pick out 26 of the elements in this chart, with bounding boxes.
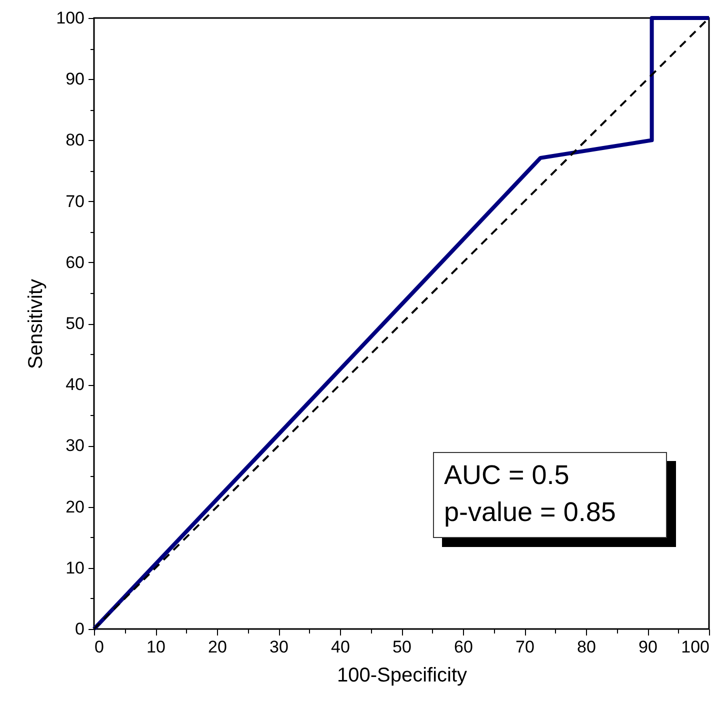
- x-tick-label: 70: [516, 638, 534, 656]
- y-tick-label: 90: [66, 70, 84, 89]
- y-tick-label: 50: [66, 314, 84, 333]
- x-tick-label: 30: [270, 638, 288, 656]
- y-tick-label: 20: [66, 497, 84, 516]
- x-tick-label: 20: [208, 638, 227, 656]
- x-tick-label: 100: [681, 638, 710, 656]
- x-tick-label: 60: [454, 638, 473, 656]
- x-axis-title: 100-Specificity: [336, 664, 468, 686]
- y-tick-label: 60: [66, 252, 84, 272]
- x-tick-label: 0: [94, 638, 104, 656]
- y-tick-label: 40: [66, 375, 84, 394]
- y-axis-title: Sensitivity: [25, 278, 48, 370]
- y-tick-label: 100: [56, 8, 84, 28]
- x-tick-label: 10: [146, 638, 166, 656]
- x-tick-label: 40: [331, 638, 350, 656]
- y-tick-label: 30: [66, 436, 84, 456]
- x-tick-label: 50: [392, 638, 412, 656]
- y-tick-label: 0: [75, 620, 84, 638]
- x-tick-label: 80: [577, 638, 596, 656]
- x-tick-label: 90: [638, 638, 658, 656]
- annotation: p-value = 0.85: [444, 496, 617, 529]
- y-tick-label: 80: [66, 130, 84, 150]
- y-tick-label: 10: [66, 558, 84, 578]
- annotation: AUC = 0.5: [444, 459, 570, 492]
- y-tick-label: 70: [66, 192, 84, 211]
